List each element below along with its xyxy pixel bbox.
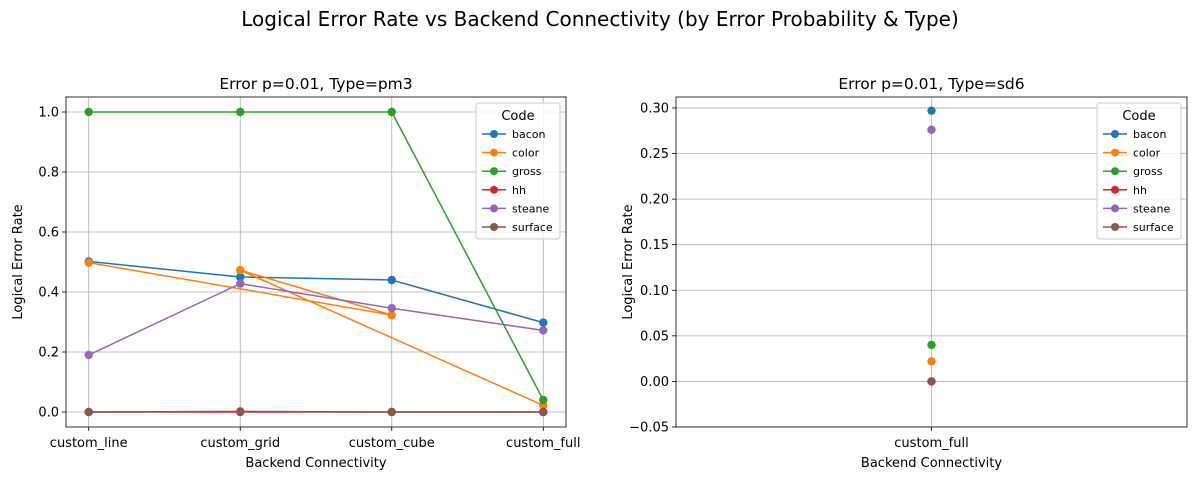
y-tick-label: 0.4 [38, 286, 59, 301]
series-line-color [88, 261, 544, 407]
y-tick-label: 0.10 [640, 284, 669, 299]
series-line-gross [88, 111, 544, 401]
legend-label-gross: gross [512, 165, 542, 178]
legend-label-surface: surface [1133, 221, 1174, 234]
legend-label-gross: gross [1133, 165, 1163, 178]
chart-title: Error p=0.01, Type=sd6 [838, 75, 1024, 93]
data-point-gross [387, 107, 396, 117]
y-tick-label: 0.00 [640, 375, 669, 390]
legend-marker-hh [1111, 185, 1119, 194]
x-tick-label: custom_full [894, 436, 968, 451]
data-point-surface [236, 407, 245, 416]
chart-title: Error p=0.01, Type=pm3 [219, 75, 412, 93]
data-point-surface [539, 407, 548, 417]
legend-marker-color [490, 148, 498, 157]
charts-container: custom_line custom_grid custom_cube custom_… [11, 75, 1188, 471]
y-tick-label: 0.25 [640, 147, 669, 162]
y-axis-label: Logical Error Rate [11, 204, 26, 319]
data-point-color [236, 265, 245, 275]
legend-marker-gross [1111, 167, 1119, 176]
data-point-gross [539, 395, 548, 405]
y-tick-label: 1.0 [38, 106, 59, 121]
legend-marker-surface [1111, 223, 1119, 231]
legend-marker-steane [490, 204, 498, 213]
legend-marker-surface [490, 223, 498, 231]
legend-marker-color [1111, 148, 1119, 157]
axes-frame [65, 96, 567, 428]
legend-marker-bacon [1111, 130, 1119, 138]
x-tick-label: custom_line [50, 436, 128, 451]
legend: Code bacon color gross hh steane surface [475, 102, 561, 240]
legend-marker-gross [490, 167, 498, 176]
y-tick-label: 0.8 [38, 166, 59, 181]
data-point-bacon [236, 272, 245, 282]
data-point-steane [84, 350, 93, 360]
data-point-bacon [927, 106, 936, 115]
data-point-gross [927, 340, 936, 350]
x-tick-label: custom_grid [200, 436, 280, 451]
legend-box [475, 102, 561, 240]
legend-label-steane: steane [512, 202, 550, 215]
legend-title: Code [1122, 109, 1155, 124]
legend-label-hh: hh [512, 184, 526, 197]
y-tick-label: −0.05 [629, 421, 669, 436]
x-axis-label: Backend Connectivity [861, 456, 1002, 471]
legend-label-color: color [1133, 147, 1161, 160]
data-point-color [84, 258, 93, 267]
legend-label-bacon: bacon [512, 128, 546, 141]
y-tick-label: 0.6 [38, 226, 59, 241]
legend-title: Code [501, 109, 534, 124]
legend-marker-hh [490, 185, 498, 194]
legend-label-bacon: bacon [1133, 128, 1167, 141]
series-line-surface [88, 410, 544, 413]
data-point-bacon [539, 318, 548, 327]
y-axis-label: Logical Error Rate [621, 204, 636, 319]
data-point-surface [387, 407, 396, 417]
legend: Code bacon color gross hh steane surface [1096, 102, 1182, 240]
legend-label-hh: hh [1133, 184, 1147, 197]
data-point-gross [84, 107, 93, 117]
x-tick-label: custom_cube [349, 436, 435, 451]
x-tick-label: custom_full [506, 436, 580, 451]
legend-box [1096, 102, 1182, 240]
series-line-steane [88, 282, 544, 356]
data-point-gross [236, 107, 245, 117]
y-tick-label: 0.05 [640, 329, 669, 344]
y-tick-label: 0.15 [640, 238, 669, 253]
y-tick-label: 0.2 [38, 346, 59, 361]
data-point-steane [539, 326, 548, 335]
y-tick-label: 0.30 [640, 101, 669, 116]
data-point-surface [84, 407, 93, 417]
legend-marker-steane [1111, 204, 1119, 213]
y-tick-label: 0.20 [640, 193, 669, 208]
data-point-steane [387, 304, 396, 313]
data-point-bacon [387, 275, 396, 285]
legend-label-steane: steane [1133, 202, 1171, 215]
chart-panel-1: custom_line custom_grid custom_cube custom_… [11, 75, 580, 471]
legend-marker-bacon [490, 130, 498, 138]
legend-label-color: color [512, 147, 540, 160]
data-point-color [927, 357, 936, 366]
series-line-bacon [88, 260, 544, 324]
data-point-color [387, 310, 396, 320]
x-axis-label: Backend Connectivity [245, 456, 386, 471]
chart-panel-2: custom_full −0.05 0.00 0.05 0.10 0.15 0.20 0.25… [621, 75, 1188, 471]
data-point-surface [927, 377, 936, 386]
data-point-steane [927, 125, 936, 135]
figure-suptitle: Logical Error Rate vs Backend Connectivi… [241, 7, 959, 31]
legend-label-surface: surface [512, 221, 553, 234]
data-point-steane [236, 279, 245, 288]
y-tick-label: 0.0 [38, 406, 59, 421]
